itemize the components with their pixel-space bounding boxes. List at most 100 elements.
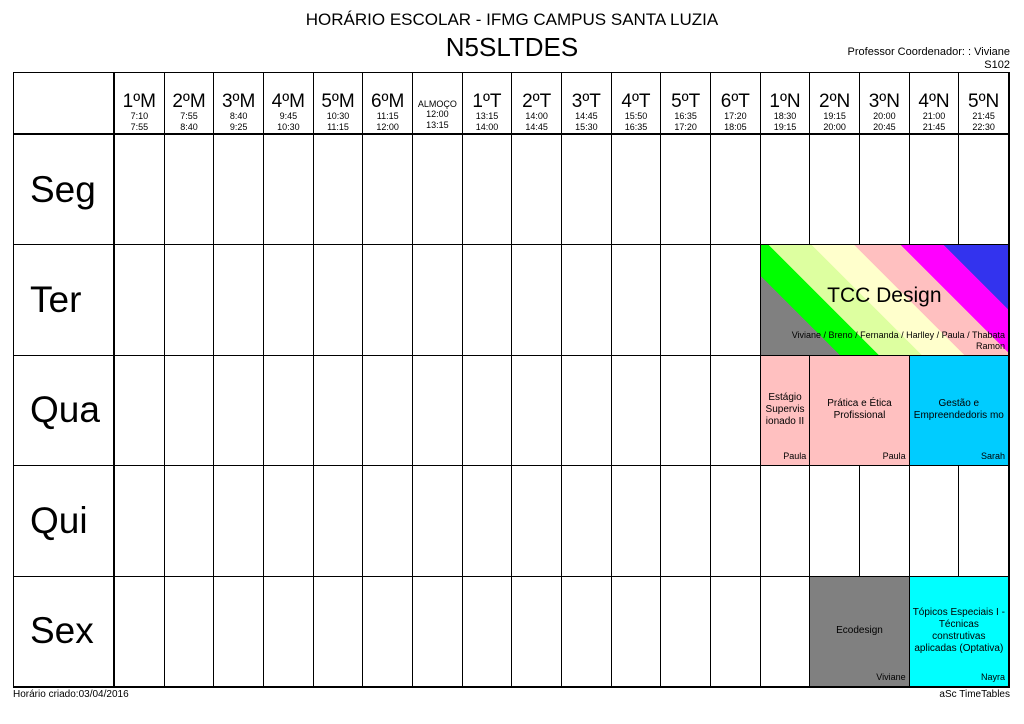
empty-slot[interactable] xyxy=(959,466,1009,577)
empty-slot[interactable] xyxy=(562,135,612,246)
empty-slot[interactable] xyxy=(164,576,215,687)
empty-slot[interactable] xyxy=(661,466,711,577)
empty-slot[interactable] xyxy=(413,135,463,246)
empty-slot[interactable] xyxy=(562,355,612,467)
empty-slot[interactable] xyxy=(760,135,811,246)
empty-slot[interactable] xyxy=(264,355,314,467)
empty-slot[interactable] xyxy=(760,576,811,687)
empty-slot[interactable] xyxy=(164,135,215,246)
empty-slot[interactable] xyxy=(462,576,513,687)
empty-slot[interactable] xyxy=(313,245,364,356)
period-header: 2ºM 7:55 8:40 xyxy=(164,73,215,135)
lesson-card[interactable]: Estágio Supervis ionado II Paula xyxy=(760,355,811,467)
period-end: 14:45 xyxy=(525,122,548,132)
empty-slot[interactable] xyxy=(661,576,711,687)
empty-slot[interactable] xyxy=(214,355,264,467)
empty-slot[interactable] xyxy=(512,466,562,577)
empty-slot[interactable] xyxy=(413,245,463,356)
empty-slot[interactable] xyxy=(462,466,513,577)
empty-slot[interactable] xyxy=(164,466,215,577)
empty-slot[interactable] xyxy=(512,576,562,687)
empty-slot[interactable] xyxy=(611,355,662,467)
lesson-teacher: Paula xyxy=(882,451,906,462)
lesson-card[interactable]: Ecodesign Viviane xyxy=(810,576,910,687)
period-name: 3ºT xyxy=(571,91,601,112)
period-start: 7:10 xyxy=(130,111,149,121)
period-end: 20:45 xyxy=(873,122,896,132)
empty-slot[interactable] xyxy=(164,355,215,467)
empty-slot[interactable] xyxy=(413,576,463,687)
empty-slot[interactable] xyxy=(711,245,761,356)
empty-slot[interactable] xyxy=(264,576,314,687)
lesson-card[interactable]: Tópicos Especiais I - Técnicas construti… xyxy=(909,576,1009,687)
empty-slot[interactable] xyxy=(611,466,662,577)
empty-slot[interactable] xyxy=(462,135,513,246)
period-start: 15:50 xyxy=(624,111,648,121)
period-header: 6ºT 17:20 18:05 xyxy=(711,73,761,135)
empty-slot[interactable] xyxy=(661,355,711,467)
empty-slot[interactable] xyxy=(115,245,165,356)
empty-slot[interactable] xyxy=(164,245,215,356)
room: S102 xyxy=(984,59,1010,71)
empty-slot[interactable] xyxy=(313,135,364,246)
period-end: 13:15 xyxy=(426,120,449,130)
empty-slot[interactable] xyxy=(760,466,811,577)
empty-slot[interactable] xyxy=(611,245,662,356)
empty-slot[interactable] xyxy=(214,466,264,577)
lesson-card[interactable]: Gestão e Empreendedoris mo Sarah xyxy=(909,355,1009,467)
lesson-card[interactable]: Prática e Ética Profissional Paula xyxy=(810,355,910,467)
empty-slot[interactable] xyxy=(959,135,1009,246)
empty-slot[interactable] xyxy=(214,135,264,246)
empty-slot[interactable] xyxy=(264,135,314,246)
empty-slot[interactable] xyxy=(363,245,413,356)
empty-slot[interactable] xyxy=(462,245,513,356)
empty-slot[interactable] xyxy=(562,245,612,356)
empty-slot[interactable] xyxy=(115,576,165,687)
empty-slot[interactable] xyxy=(214,245,264,356)
empty-slot[interactable] xyxy=(363,466,413,577)
empty-slot[interactable] xyxy=(661,135,711,246)
empty-slot[interactable] xyxy=(562,466,612,577)
period-end: 14:00 xyxy=(475,122,499,132)
empty-slot[interactable] xyxy=(909,466,960,577)
empty-slot[interactable] xyxy=(363,135,413,246)
empty-slot[interactable] xyxy=(413,466,463,577)
empty-slot[interactable] xyxy=(711,355,761,467)
empty-slot[interactable] xyxy=(313,576,364,687)
empty-slot[interactable] xyxy=(264,245,314,356)
empty-slot[interactable] xyxy=(860,466,910,577)
empty-slot[interactable] xyxy=(363,355,413,467)
empty-slot[interactable] xyxy=(512,135,562,246)
lesson-card[interactable]: TCC Design Viviane / Breno / Fernanda / H… xyxy=(760,245,1009,356)
empty-slot[interactable] xyxy=(363,576,413,687)
day-label: Ter xyxy=(14,245,115,356)
empty-slot[interactable] xyxy=(264,466,314,577)
empty-slot[interactable] xyxy=(115,135,165,246)
empty-slot[interactable] xyxy=(810,135,860,246)
lesson-teacher: Viviane xyxy=(876,672,906,682)
empty-slot[interactable] xyxy=(909,135,960,246)
period-start: 21:00 xyxy=(922,111,946,121)
period-name: 2ºT xyxy=(522,91,552,112)
empty-slot[interactable] xyxy=(313,466,364,577)
empty-slot[interactable] xyxy=(214,576,264,687)
empty-slot[interactable] xyxy=(413,355,463,467)
period-name: 1ºN xyxy=(769,91,801,112)
empty-slot[interactable] xyxy=(860,135,910,246)
created-date: Horário criado:03/04/2016 xyxy=(13,689,129,700)
empty-slot[interactable] xyxy=(313,355,364,467)
timetable-grid: 1ºM 7:10 7:55 2ºM 7:55 8:40 3ºM 8:40 9:25 4ºM 9:45… xyxy=(13,72,1010,688)
empty-slot[interactable] xyxy=(512,245,562,356)
empty-slot[interactable] xyxy=(661,245,711,356)
empty-slot[interactable] xyxy=(562,576,612,687)
empty-slot[interactable] xyxy=(512,355,562,467)
empty-slot[interactable] xyxy=(611,135,662,246)
empty-slot[interactable] xyxy=(115,466,165,577)
empty-slot[interactable] xyxy=(711,576,761,687)
empty-slot[interactable] xyxy=(810,466,860,577)
empty-slot[interactable] xyxy=(711,135,761,246)
empty-slot[interactable] xyxy=(462,355,513,467)
empty-slot[interactable] xyxy=(711,466,761,577)
empty-slot[interactable] xyxy=(611,576,662,687)
empty-slot[interactable] xyxy=(115,355,165,467)
